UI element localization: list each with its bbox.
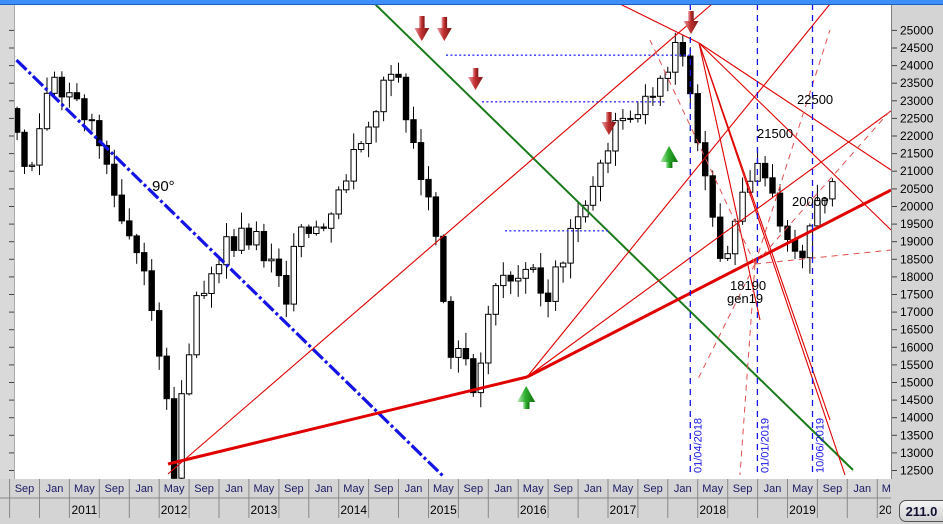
- svg-text:2018: 2018: [699, 503, 726, 517]
- svg-text:May: May: [74, 483, 95, 495]
- svg-text:Sep: Sep: [194, 483, 214, 495]
- svg-text:Sep: Sep: [823, 483, 843, 495]
- svg-text:17000: 17000: [900, 305, 934, 319]
- svg-text:May: May: [792, 483, 813, 495]
- svg-text:20500: 20500: [900, 182, 934, 196]
- svg-text:13500: 13500: [900, 428, 934, 442]
- svg-text:May: May: [343, 483, 364, 495]
- svg-text:2011: 2011: [71, 503, 97, 517]
- svg-text:2013: 2013: [251, 503, 278, 517]
- svg-text:24000: 24000: [900, 59, 934, 73]
- svg-text:Sep: Sep: [374, 483, 394, 495]
- svg-text:19000: 19000: [900, 235, 934, 249]
- svg-text:May: May: [433, 483, 454, 495]
- svg-text:15000: 15000: [900, 376, 934, 390]
- svg-text:17500: 17500: [900, 288, 934, 302]
- svg-text:Sep: Sep: [464, 483, 484, 495]
- svg-text:16000: 16000: [900, 340, 934, 354]
- svg-text:Jan: Jan: [405, 483, 423, 495]
- svg-text:2015: 2015: [430, 503, 457, 517]
- svg-text:Jan: Jan: [764, 483, 782, 495]
- svg-text:14500: 14500: [900, 393, 934, 407]
- svg-text:2016: 2016: [520, 503, 547, 517]
- svg-text:19500: 19500: [900, 217, 934, 231]
- svg-text:May: May: [254, 483, 275, 495]
- svg-text:May: May: [882, 483, 891, 495]
- svg-text:Jan: Jan: [315, 483, 333, 495]
- svg-text:Sep: Sep: [15, 483, 35, 495]
- svg-text:21000: 21000: [900, 164, 934, 178]
- svg-text:15500: 15500: [900, 358, 934, 372]
- svg-text:Jan: Jan: [674, 483, 692, 495]
- svg-text:23500: 23500: [900, 76, 934, 90]
- svg-text:Sep: Sep: [733, 483, 753, 495]
- svg-text:2014: 2014: [340, 503, 367, 517]
- svg-text:12500: 12500: [900, 464, 934, 478]
- svg-text:2020: 2020: [879, 503, 891, 517]
- svg-text:2019: 2019: [789, 503, 816, 517]
- svg-text:May: May: [702, 483, 723, 495]
- svg-text:Jan: Jan: [135, 483, 153, 495]
- svg-text:18500: 18500: [900, 252, 934, 266]
- svg-text:21500: 21500: [900, 147, 934, 161]
- svg-text:2017: 2017: [610, 503, 637, 517]
- svg-text:Sep: Sep: [105, 483, 125, 495]
- svg-text:Jan: Jan: [46, 483, 64, 495]
- svg-text:22500: 22500: [900, 111, 934, 125]
- svg-text:23000: 23000: [900, 94, 934, 108]
- svg-text:Jan: Jan: [853, 483, 871, 495]
- svg-text:May: May: [613, 483, 634, 495]
- svg-text:Sep: Sep: [284, 483, 304, 495]
- svg-text:20000: 20000: [900, 200, 934, 214]
- svg-text:Jan: Jan: [584, 483, 602, 495]
- svg-text:Sep: Sep: [643, 483, 663, 495]
- svg-text:18000: 18000: [900, 270, 934, 284]
- svg-text:24500: 24500: [900, 41, 934, 55]
- svg-text:13000: 13000: [900, 446, 934, 460]
- svg-text:25000: 25000: [900, 23, 934, 37]
- svg-text:22000: 22000: [900, 129, 934, 143]
- svg-text:16500: 16500: [900, 323, 934, 337]
- svg-text:2012: 2012: [161, 503, 188, 517]
- svg-text:Sep: Sep: [553, 483, 573, 495]
- svg-text:May: May: [164, 483, 185, 495]
- svg-text:Jan: Jan: [225, 483, 243, 495]
- svg-text:Jan: Jan: [494, 483, 512, 495]
- svg-text:May: May: [523, 483, 544, 495]
- svg-text:14000: 14000: [900, 411, 934, 425]
